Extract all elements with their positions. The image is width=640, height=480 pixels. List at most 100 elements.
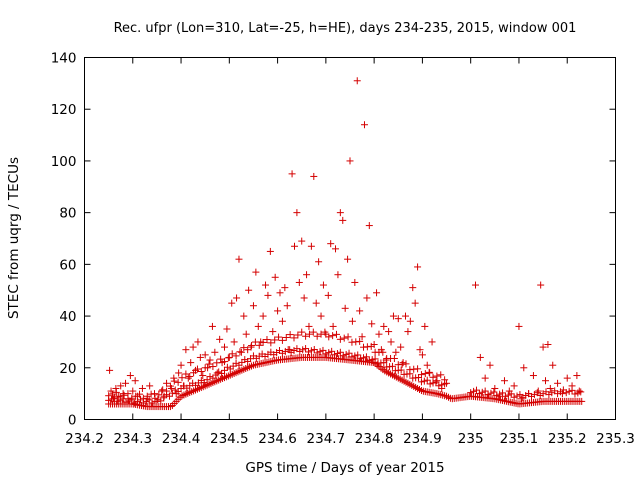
data-point xyxy=(515,322,523,330)
data-point xyxy=(309,328,317,336)
data-point xyxy=(194,338,202,346)
data-point xyxy=(136,396,144,404)
data-point xyxy=(345,349,353,357)
data-point xyxy=(303,271,311,279)
data-point xyxy=(423,361,431,369)
data-point xyxy=(266,247,274,255)
data-point xyxy=(143,395,151,403)
x-tick-label: 234.5 xyxy=(210,431,249,447)
data-point xyxy=(399,359,407,367)
data-point xyxy=(267,339,275,347)
data-point xyxy=(534,387,542,395)
data-point xyxy=(421,322,429,330)
data-point xyxy=(328,347,336,355)
data-point xyxy=(218,359,226,367)
data-point xyxy=(339,352,347,360)
data-point xyxy=(499,389,507,397)
data-point xyxy=(286,346,294,354)
data-point xyxy=(563,374,571,382)
data-point xyxy=(329,332,337,340)
data-point xyxy=(348,317,356,325)
data-point xyxy=(278,317,286,325)
x-tick-label: 235.3 xyxy=(596,431,635,447)
data-point xyxy=(368,320,376,328)
data-point xyxy=(375,330,383,338)
data-point xyxy=(344,333,352,341)
data-point xyxy=(313,332,321,340)
data-point xyxy=(155,391,163,399)
data-point xyxy=(147,390,155,398)
data-point xyxy=(200,379,208,387)
data-point xyxy=(153,397,161,405)
data-point xyxy=(354,351,362,359)
data-point xyxy=(481,374,489,382)
data-point xyxy=(204,364,212,372)
data-point xyxy=(426,369,434,377)
y-tick-label: 20 xyxy=(59,361,76,377)
data-point xyxy=(107,387,115,395)
data-point xyxy=(313,349,321,357)
data-point xyxy=(209,374,217,382)
data-point xyxy=(375,362,383,370)
data-point xyxy=(257,338,265,346)
data-point xyxy=(175,369,183,377)
data-point xyxy=(390,354,398,362)
data-point xyxy=(242,330,250,338)
data-point xyxy=(160,392,168,400)
chart-title: Rec. ufpr (Lon=310, Lat=-25, h=HE), days… xyxy=(114,21,577,36)
data-point xyxy=(525,390,533,398)
data-point xyxy=(252,268,260,276)
y-axis-label: STEC from uqrg / TECUs xyxy=(6,157,22,319)
data-point xyxy=(319,346,327,354)
data-point xyxy=(363,294,371,302)
data-point xyxy=(213,369,221,377)
data-point xyxy=(171,386,179,394)
data-point xyxy=(172,390,180,398)
data-point xyxy=(269,328,277,336)
data-point xyxy=(108,390,116,398)
data-point xyxy=(262,281,270,289)
data-point xyxy=(295,278,303,286)
data-point xyxy=(322,350,330,358)
data-point xyxy=(105,392,113,400)
data-point xyxy=(433,377,441,385)
y-tick-label: 60 xyxy=(59,257,76,273)
data-point xyxy=(546,384,554,392)
data-point xyxy=(317,312,325,320)
data-point xyxy=(356,307,364,315)
data-point xyxy=(283,302,291,310)
data-point xyxy=(368,356,376,364)
data-point xyxy=(392,348,400,356)
data-point xyxy=(417,378,425,386)
data-point xyxy=(209,363,217,371)
data-point xyxy=(276,289,284,297)
data-point xyxy=(264,291,272,299)
data-point xyxy=(432,378,440,386)
data-point xyxy=(126,372,134,380)
data-point xyxy=(158,387,166,395)
data-point xyxy=(500,377,508,385)
data-point xyxy=(340,334,348,342)
data-point xyxy=(208,322,216,330)
data-point xyxy=(402,312,410,320)
data-point xyxy=(203,376,211,384)
data-point xyxy=(302,332,310,340)
data-point xyxy=(259,312,267,320)
data-point xyxy=(417,371,425,379)
data-point xyxy=(192,366,200,374)
data-point xyxy=(302,345,310,353)
data-point xyxy=(437,371,445,379)
data-point xyxy=(166,403,174,411)
data-point xyxy=(278,336,286,344)
data-point xyxy=(336,335,344,343)
data-point xyxy=(341,304,349,312)
data-point xyxy=(122,379,130,387)
data-point xyxy=(406,317,414,325)
data-point xyxy=(404,328,412,336)
data-point xyxy=(504,391,512,399)
data-point xyxy=(298,237,306,245)
data-point xyxy=(437,391,445,399)
data-point xyxy=(131,399,139,407)
